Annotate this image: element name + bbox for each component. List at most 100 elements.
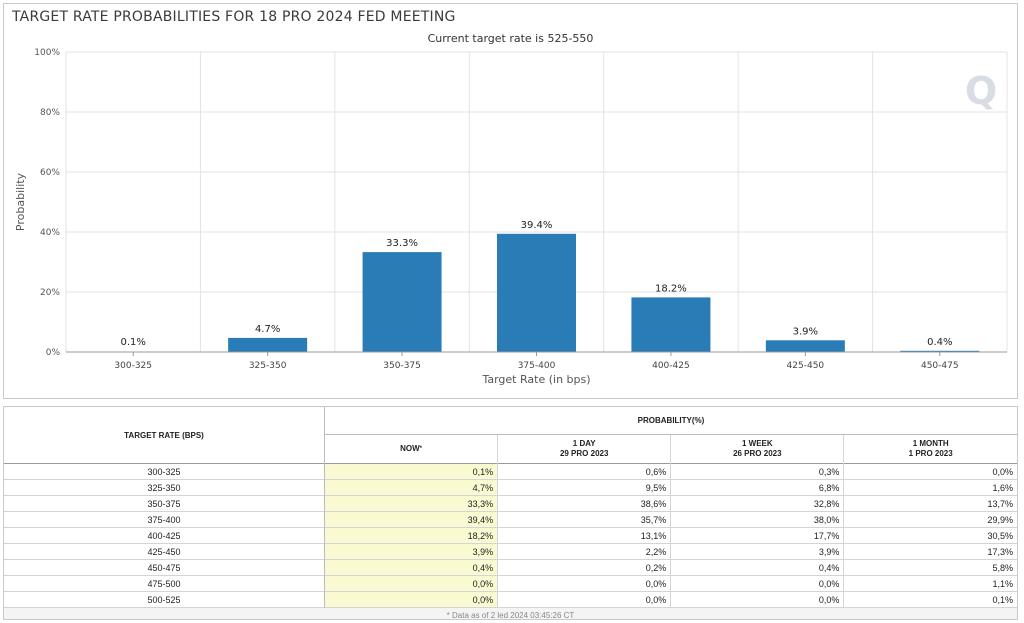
- cell-1-month: 0,1%: [843, 591, 1017, 608]
- header-now-label: NOW: [400, 444, 420, 453]
- data-label: 4.7%: [255, 324, 280, 335]
- chart-subtitle: Current target rate is 525-550: [427, 32, 594, 45]
- cell-1-week: 0,0%: [670, 591, 844, 608]
- cell-1-week: 0,3%: [670, 463, 844, 480]
- header-1-week: 1 WEEK 26 PRO 2023: [670, 434, 844, 464]
- cell-now: 0,0%: [324, 591, 498, 608]
- cell-now: 3,9%: [324, 543, 498, 560]
- cell-rate: 300-325: [4, 463, 325, 480]
- bar: [497, 233, 576, 352]
- x-tick-label: 450-475: [921, 361, 959, 371]
- cell-1-week: 6,8%: [670, 479, 844, 496]
- footnote-row: * Data as of 2 led 2024 03:45:26 CT: [4, 607, 1017, 619]
- table-row: 300-325 0,1% 0,6% 0,3% 0,0%: [4, 463, 1017, 480]
- cell-1-day: 0,0%: [497, 575, 671, 592]
- data-label: 39.4%: [521, 220, 553, 231]
- bar: [631, 297, 711, 352]
- cell-rate: 500-525: [4, 591, 325, 608]
- cell-1-month: 5,8%: [843, 559, 1017, 576]
- cell-1-day: 38,6%: [497, 495, 671, 512]
- x-axis-title: Target Rate (in bps): [481, 373, 590, 386]
- cell-1-day: 0,6%: [497, 463, 671, 480]
- cell-now: 0,1%: [324, 463, 498, 480]
- table-row: 375-400 39,4% 35,7% 38,0% 29,9%: [4, 511, 1017, 528]
- x-tick-label: 325-350: [249, 361, 287, 371]
- header-1-day: 1 DAY 29 PRO 2023: [497, 434, 671, 464]
- y-tick-label: 100%: [34, 48, 60, 58]
- x-tick-label: 350-375: [383, 361, 421, 371]
- cell-1-month: 1,6%: [843, 479, 1017, 496]
- x-tick-label: 425-450: [787, 361, 825, 371]
- cell-now: 0,4%: [324, 559, 498, 576]
- cell-rate: 425-450: [4, 543, 325, 560]
- bar: [765, 340, 845, 352]
- probability-table: TARGET RATE (BPS) PROBABILITY(%) NOW* 1 …: [4, 407, 1017, 619]
- cell-1-day: 9,5%: [497, 479, 671, 496]
- cell-1-month: 13,7%: [843, 495, 1017, 512]
- cell-1-month: 30,5%: [843, 527, 1017, 544]
- cell-rate: 475-500: [4, 575, 325, 592]
- data-label: 18.2%: [655, 283, 687, 294]
- header-1-month-label: 1 MONTH: [912, 439, 949, 448]
- cell-1-week: 32,8%: [670, 495, 844, 512]
- header-probability: PROBABILITY(%): [324, 407, 1017, 435]
- data-label: 33.3%: [386, 238, 418, 249]
- cell-1-week: 0,4%: [670, 559, 844, 576]
- header-1-day-label: 1 DAY: [572, 439, 596, 448]
- cell-rate: 375-400: [4, 511, 325, 528]
- chart-panel: TARGET RATE PROBABILITIES FOR 18 PRO 202…: [3, 3, 1018, 399]
- cell-1-month: 29,9%: [843, 511, 1017, 528]
- cell-rate: 450-475: [4, 559, 325, 576]
- cell-now: 39,4%: [324, 511, 498, 528]
- header-1-month-date: 1 PRO 2023: [908, 449, 953, 458]
- cell-1-week: 17,7%: [670, 527, 844, 544]
- y-tick-label: 40%: [40, 228, 60, 238]
- cell-1-day: 13,1%: [497, 527, 671, 544]
- header-1-month: 1 MONTH 1 PRO 2023: [843, 434, 1017, 464]
- y-tick-label: 20%: [40, 288, 60, 298]
- y-axis-title: Probability: [14, 172, 27, 231]
- y-tick-label: 60%: [40, 168, 60, 178]
- cell-1-day: 2,2%: [497, 543, 671, 560]
- cell-1-day: 0,0%: [497, 591, 671, 608]
- table-row: 325-350 4,7% 9,5% 6,8% 1,6%: [4, 479, 1017, 496]
- cell-now: 4,7%: [324, 479, 498, 496]
- x-tick-label: 400-425: [652, 361, 690, 371]
- table-row: 350-375 33,3% 38,6% 32,8% 13,7%: [4, 495, 1017, 512]
- table-row: 450-475 0,4% 0,2% 0,4% 5,8%: [4, 559, 1017, 576]
- x-tick-label: 375-400: [518, 361, 556, 371]
- cell-rate: 400-425: [4, 527, 325, 544]
- header-now: NOW*: [325, 435, 498, 464]
- cell-now: 0,0%: [324, 575, 498, 592]
- cell-1-day: 0,2%: [497, 559, 671, 576]
- cell-rate: 350-375: [4, 495, 325, 512]
- data-label: 0.1%: [121, 337, 146, 348]
- header-1-week-date: 26 PRO 2023: [733, 449, 782, 458]
- table-row: 500-525 0,0% 0,0% 0,0% 0,1%: [4, 591, 1017, 608]
- cell-1-week: 3,9%: [670, 543, 844, 560]
- header-1-day-date: 29 PRO 2023: [559, 449, 609, 458]
- y-tick-label: 80%: [40, 108, 60, 118]
- cell-1-month: 17,3%: [843, 543, 1017, 560]
- table-row: 400-425 18,2% 13,1% 17,7% 30,5%: [4, 527, 1017, 544]
- y-tick-label: 0%: [46, 348, 61, 358]
- data-label: 0.4%: [927, 337, 952, 348]
- header-1-week-label: 1 WEEK: [741, 439, 773, 448]
- header-now-marker: *: [419, 446, 423, 452]
- table-row: 425-450 3,9% 2,2% 3,9% 17,3%: [4, 543, 1017, 560]
- bar: [900, 350, 980, 352]
- cell-now: 18,2%: [324, 527, 498, 544]
- cell-rate: 325-350: [4, 479, 325, 496]
- watermark-logo: Q: [965, 69, 997, 113]
- bar: [362, 252, 442, 352]
- data-timestamp-footnote: * Data as of 2 led 2024 03:45:26 CT: [4, 607, 1017, 619]
- table-row: 475-500 0,0% 0,0% 0,0% 1,1%: [4, 575, 1017, 592]
- data-label: 3.9%: [793, 326, 818, 337]
- x-tick-label: 300-325: [114, 361, 152, 371]
- chart-title: TARGET RATE PROBABILITIES FOR 18 PRO 202…: [12, 9, 456, 25]
- cell-1-day: 35,7%: [497, 511, 671, 528]
- cell-1-week: 0,0%: [670, 575, 844, 592]
- header-target-rate: TARGET RATE (BPS): [4, 407, 325, 464]
- probability-table-panel: TARGET RATE (BPS) PROBABILITY(%) NOW* 1 …: [3, 406, 1018, 620]
- cell-1-month: 0,0%: [843, 463, 1017, 480]
